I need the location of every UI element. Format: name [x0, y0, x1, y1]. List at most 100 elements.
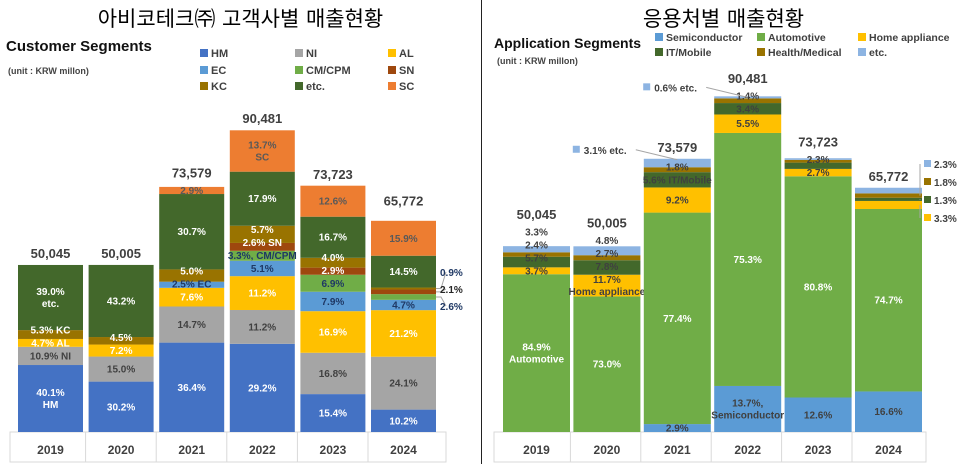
total-label: 50,045	[517, 207, 557, 222]
legend-item: SN	[399, 65, 414, 77]
legend-item: AL	[399, 48, 414, 60]
bar-segment-home-appliance	[503, 267, 570, 275]
bar-segment-etc-	[159, 194, 225, 270]
bar-segment-automotive	[855, 209, 922, 392]
data-label: 5.7%	[525, 253, 548, 264]
data-label: 5.1%	[251, 264, 274, 275]
bar-segment-hm	[18, 365, 83, 432]
data-label: 4.7% AL	[31, 338, 70, 349]
bar-segment-home-appliance	[784, 168, 852, 177]
right-page-title: 응용처별 매출현황	[642, 7, 805, 31]
bar-segment-health-medical	[714, 98, 782, 104]
bar-segment-health-medical	[784, 159, 852, 163]
legend-swatch	[200, 82, 208, 90]
x-tick-label: 2024	[390, 443, 417, 457]
data-label: 7.8%	[596, 262, 619, 273]
data-label: 2.5% EC	[172, 280, 211, 291]
bar-segment-hm	[88, 381, 154, 432]
data-label: 16.8%	[319, 369, 347, 380]
data-label: 30.2%	[107, 402, 135, 413]
legend-item: etc.	[306, 81, 325, 93]
data-label: 2.3%	[807, 155, 830, 166]
bar-segment-kc	[229, 225, 295, 243]
callout-swatch	[924, 214, 931, 221]
data-label: 15.0%	[107, 365, 135, 376]
data-label: 6.9%	[322, 279, 345, 290]
panel-divider	[481, 0, 482, 464]
data-label: 3.4%	[736, 104, 759, 115]
bar-segment-ec	[300, 291, 366, 312]
x-tick-label: 2020	[108, 443, 135, 457]
data-label: 39.0% etc.	[36, 287, 64, 310]
bar-segment-health-medical	[573, 255, 641, 261]
bar-segment-etc-	[229, 171, 295, 226]
bar-segment-it-mobile	[643, 172, 711, 188]
bar-segment-etc-	[714, 96, 782, 99]
bar-segment-hm	[159, 342, 225, 432]
data-label: 15.4%	[319, 409, 347, 420]
customer-chart-unit: (unit : KRW millon)	[8, 66, 89, 76]
data-label: 12.6%	[319, 197, 347, 208]
application-chart-title: Application Segments	[494, 35, 642, 51]
legend-swatch	[858, 48, 866, 56]
data-label: 2.7%	[807, 168, 830, 179]
legend-item: HM	[211, 48, 228, 60]
data-label: 4.5%	[110, 333, 133, 344]
callout-label: 0.9%	[440, 268, 463, 279]
legend-item: NI	[306, 48, 317, 60]
callout-leader	[635, 149, 678, 161]
total-label: 50,005	[101, 246, 141, 261]
data-label: 4.8%	[596, 236, 619, 247]
bar-segment-semiconductor	[784, 397, 852, 432]
bar-segment-health-medical	[503, 252, 570, 257]
legend-swatch	[295, 66, 303, 74]
data-label: 7.2%	[110, 346, 133, 357]
legend-swatch	[858, 33, 866, 41]
total-label: 65,772	[384, 193, 424, 208]
bar-segment-al	[18, 338, 83, 347]
callout-swatch	[924, 178, 931, 185]
bar-segment-automotive	[643, 212, 711, 425]
legend-swatch	[388, 66, 396, 74]
legend-item: EC	[211, 65, 226, 77]
bar-segment-ec	[159, 281, 225, 288]
bar-segment-ni	[300, 352, 366, 395]
total-label: 73,723	[798, 135, 838, 150]
data-label: 5.0%	[180, 267, 203, 278]
bar-segment-automotive	[784, 176, 852, 398]
bar-segment-home-appliance	[573, 274, 641, 297]
bar-segment-al	[300, 311, 366, 353]
callout-label: 3.3%	[934, 214, 957, 225]
data-label: 3.7%	[525, 266, 548, 277]
x-tick-label: 2019	[37, 443, 64, 457]
data-label: 2.9%	[322, 266, 345, 277]
total-label: 73,579	[657, 140, 697, 155]
data-label: 3.3%, CM/CPM	[228, 251, 297, 262]
data-label: 13.7% SC	[248, 140, 276, 163]
bar-segment-cm-cpm	[229, 250, 295, 261]
legend-swatch	[200, 66, 208, 74]
bar-segment-hm	[371, 409, 436, 432]
bar-segment-sc	[159, 186, 225, 195]
callout-leader	[436, 271, 447, 290]
bar-segment-it-mobile	[855, 197, 922, 201]
bar-segment-ni	[18, 346, 83, 366]
data-label: 11.2%	[248, 322, 276, 333]
customer-chart-title: Customer Segments	[6, 38, 152, 55]
legend-item: CM/CPM	[306, 65, 351, 77]
data-label: 2.6% SN	[243, 238, 282, 249]
data-label: 16.9%	[319, 327, 347, 338]
data-label: 40.1% HM	[36, 388, 64, 411]
legend-item: KC	[211, 81, 227, 93]
data-label: 21.2%	[389, 329, 417, 340]
bar-segment-al	[159, 287, 225, 307]
bar-segment-kc	[371, 287, 436, 290]
bar-segment-kc	[88, 337, 154, 345]
total-label: 73,723	[313, 167, 353, 182]
x-tick-label: 2022	[249, 443, 276, 457]
total-label: 65,772	[869, 169, 909, 184]
data-label: 1.8%	[666, 162, 689, 173]
data-label: 2.9%	[180, 186, 203, 197]
application-chart-unit: (unit : KRW millon)	[497, 56, 578, 66]
bar-segment-kc	[18, 330, 83, 339]
